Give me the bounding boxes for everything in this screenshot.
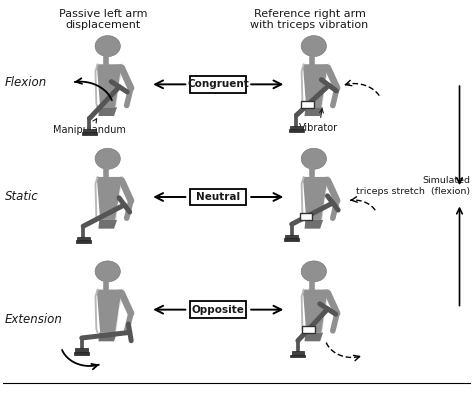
Text: Extension: Extension <box>5 313 63 326</box>
FancyBboxPatch shape <box>284 238 299 241</box>
FancyBboxPatch shape <box>83 129 96 132</box>
FancyBboxPatch shape <box>75 348 88 352</box>
FancyBboxPatch shape <box>190 301 246 318</box>
FancyBboxPatch shape <box>290 126 303 129</box>
Circle shape <box>95 148 120 169</box>
FancyBboxPatch shape <box>289 129 304 132</box>
Polygon shape <box>96 176 124 182</box>
FancyBboxPatch shape <box>74 352 90 355</box>
Polygon shape <box>115 177 122 220</box>
Text: Passive left arm
displacement: Passive left arm displacement <box>59 9 148 30</box>
Polygon shape <box>321 64 328 107</box>
Polygon shape <box>115 290 122 333</box>
Polygon shape <box>96 289 124 295</box>
FancyBboxPatch shape <box>190 189 246 205</box>
Polygon shape <box>97 64 122 107</box>
Polygon shape <box>305 333 323 341</box>
FancyBboxPatch shape <box>76 240 91 243</box>
Polygon shape <box>321 177 328 220</box>
Polygon shape <box>97 290 122 333</box>
FancyBboxPatch shape <box>300 213 312 220</box>
Text: Manipulandum: Manipulandum <box>53 119 126 135</box>
Circle shape <box>95 35 120 57</box>
Polygon shape <box>99 107 117 116</box>
FancyBboxPatch shape <box>301 101 314 108</box>
Polygon shape <box>99 333 117 341</box>
FancyBboxPatch shape <box>82 132 97 135</box>
Polygon shape <box>321 290 328 333</box>
Text: Opposite: Opposite <box>192 305 245 315</box>
Text: Reference right arm
with triceps vibration: Reference right arm with triceps vibrati… <box>250 9 369 30</box>
Polygon shape <box>302 176 330 182</box>
Polygon shape <box>305 220 323 229</box>
Polygon shape <box>302 63 330 69</box>
Circle shape <box>95 261 120 282</box>
Polygon shape <box>305 107 323 116</box>
Polygon shape <box>99 220 117 229</box>
Circle shape <box>301 35 327 57</box>
Polygon shape <box>302 289 330 295</box>
Polygon shape <box>96 63 124 69</box>
Text: Flexion: Flexion <box>5 76 47 89</box>
Text: Static: Static <box>5 191 39 203</box>
Polygon shape <box>97 177 122 220</box>
Polygon shape <box>115 64 122 107</box>
Text: Neutral: Neutral <box>196 192 240 202</box>
Circle shape <box>301 148 327 169</box>
FancyBboxPatch shape <box>190 76 246 93</box>
FancyBboxPatch shape <box>290 355 305 357</box>
Text: Vibrator: Vibrator <box>300 109 338 133</box>
Text: Congruent: Congruent <box>187 79 249 89</box>
Polygon shape <box>303 177 328 220</box>
Text: Simulated
triceps stretch  (flexion): Simulated triceps stretch (flexion) <box>356 177 470 196</box>
FancyBboxPatch shape <box>302 326 315 333</box>
Polygon shape <box>303 290 328 333</box>
Polygon shape <box>303 64 328 107</box>
FancyBboxPatch shape <box>285 235 298 238</box>
FancyBboxPatch shape <box>292 351 304 355</box>
Circle shape <box>301 261 327 282</box>
FancyBboxPatch shape <box>77 237 90 240</box>
